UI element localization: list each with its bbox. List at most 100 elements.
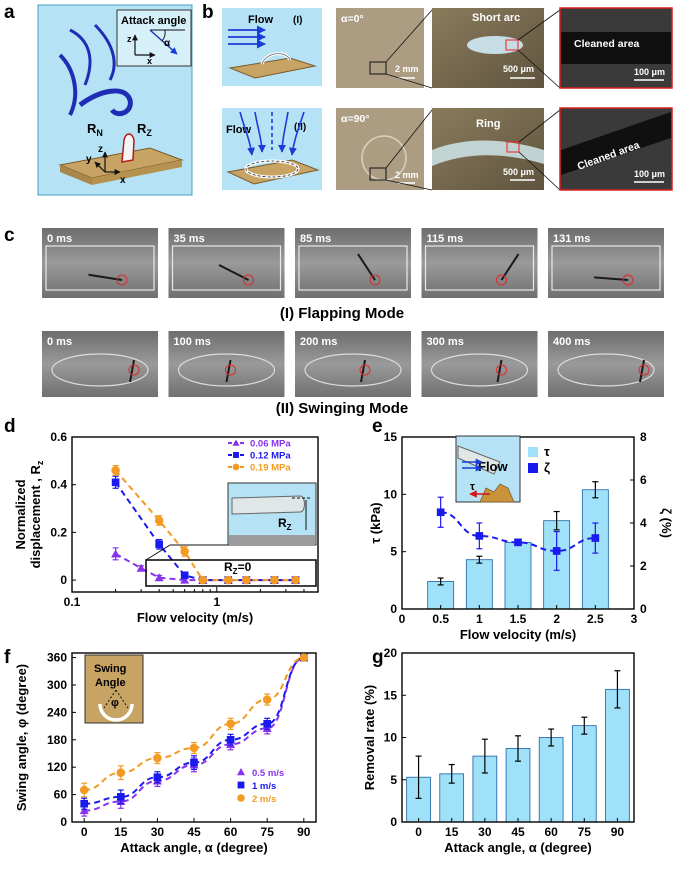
data-point [155, 540, 163, 549]
video-frame [42, 228, 158, 298]
frames-row1: 0 ms 35 ms 85 ms 115 ms 131 ms [42, 228, 664, 298]
inset-d-floor [229, 535, 315, 545]
frames-row2: 0 ms 100 ms 200 ms 300 ms 400 ms [42, 331, 664, 397]
panel-c: c 0 ms 35 ms 85 ms 115 ms 131 ms (I) Flappin… [4, 225, 664, 417]
inset-d-cylinder [231, 495, 305, 515]
data-point [198, 575, 208, 585]
filament [496, 359, 503, 383]
frame-timestamp: 300 ms [427, 336, 464, 348]
inset-d-rz: RZ [278, 516, 292, 532]
inset-flow-arrow [149, 29, 178, 55]
chart-d: 0.1 1 0 0.2 0.4 0.6 Flow velocity (m/s) Normali… [13, 430, 319, 625]
data-point [79, 806, 89, 815]
panel-label-b: b [202, 2, 214, 23]
video-frame [548, 228, 664, 298]
x-tick-label: 30 [151, 825, 165, 839]
ring-trace [51, 353, 149, 387]
data-point [237, 768, 245, 776]
data-point [180, 571, 189, 580]
cleaned-band [561, 112, 671, 175]
data-point [180, 575, 190, 584]
annotation-row1: Short arc [472, 12, 520, 24]
photo-row2 [336, 108, 424, 190]
cleaned-band [561, 32, 671, 64]
y-tick-label: 240 [47, 705, 67, 719]
data-point [79, 785, 89, 795]
legend-swatch [528, 463, 538, 473]
legend-entry: 0.19 MPa [250, 463, 291, 474]
substrate [228, 57, 317, 79]
data-point [80, 799, 89, 808]
y-tick-label: 10 [384, 731, 398, 745]
filament [88, 273, 123, 281]
axis-z-label: z [98, 144, 103, 155]
frame-timestamp: 35 ms [174, 233, 205, 245]
bar [504, 542, 532, 610]
panel-a: a Attack angle z x α RN RZ z x y [4, 2, 193, 196]
scale-row1-a: 2 mm [395, 64, 419, 74]
cleaned-arc [467, 36, 523, 54]
y-tick-label: 0.2 [50, 525, 67, 539]
mode-label-flapping: (I) Flapping Mode [280, 305, 404, 322]
inset-e-tau: τ [470, 481, 475, 493]
y-tick-label: 0 [390, 815, 397, 829]
data-point [552, 547, 561, 555]
x-tick-label: 1 [213, 595, 220, 609]
cleaned-ring-band [432, 140, 544, 166]
anchor-marker [369, 274, 381, 286]
y-tick-label: 360 [47, 651, 67, 665]
frame-timestamp: 0 ms [47, 336, 72, 348]
x-tick-label: 15 [114, 825, 128, 839]
y2-axis-label: ζ (%) [659, 508, 674, 538]
anchor-marker [622, 274, 634, 286]
data-point [190, 758, 198, 767]
data-point [153, 773, 162, 782]
x-axis-label: Attack angle, α (degree) [444, 840, 591, 855]
series-line [114, 469, 296, 582]
filament [594, 276, 629, 281]
data-point [153, 753, 162, 763]
panel-label-g: g [372, 647, 384, 668]
y2-tick-label: 8 [640, 430, 647, 444]
frame-timestamp: 100 ms [174, 336, 211, 348]
flow-streak [78, 88, 133, 117]
flow-arrow [288, 111, 305, 156]
zoom-line [517, 9, 561, 41]
x-tick-label: 0.1 [64, 595, 81, 609]
axis-y-label: y [86, 154, 92, 165]
scale-row2-c: 100 μm [634, 169, 665, 179]
bar [538, 737, 564, 823]
video-frame [168, 228, 285, 298]
x-tick-label: 0 [415, 825, 422, 839]
anchor-marker [496, 364, 507, 376]
panel-b: b Flow (I) Flow (II) α=0° 2 mm Short [202, 2, 673, 191]
x-tick-label: 30 [478, 825, 492, 839]
inset-e-flow: Flow [478, 459, 508, 474]
rz-zero-box [145, 559, 317, 587]
data-point [291, 575, 300, 585]
filament [360, 359, 366, 383]
y-axis-label-line1: Normalized [13, 479, 28, 549]
data-point [111, 478, 120, 487]
y-tick-label: 0 [60, 815, 67, 829]
panel-label-a: a [4, 2, 15, 23]
data-point [180, 547, 189, 556]
x-axis-label: Flow velocity (m/s) [137, 610, 253, 625]
x-tick-label: 90 [297, 825, 311, 839]
channel-outline [45, 245, 155, 291]
flow-streak [69, 28, 92, 86]
y-axis-label: Removal rate (%) [362, 685, 377, 790]
y-tick-label: 0 [390, 602, 397, 616]
plot-frame [71, 436, 319, 593]
panel-d: d 0.1 1 0 0.2 0.4 0.6 Flow velocity (m/s) Norma… [4, 416, 319, 625]
y-tick-label: 0.4 [50, 478, 67, 492]
y2-tick-label: 0 [640, 602, 647, 616]
data-point [232, 439, 240, 446]
substrate-side [60, 165, 92, 185]
anchor-marker [243, 274, 254, 286]
x-tick-label: 45 [511, 825, 525, 839]
inset-f-phi: φ [111, 697, 119, 709]
data-point [237, 794, 245, 802]
x-tick-label: 15 [445, 825, 459, 839]
data-point [232, 463, 240, 471]
